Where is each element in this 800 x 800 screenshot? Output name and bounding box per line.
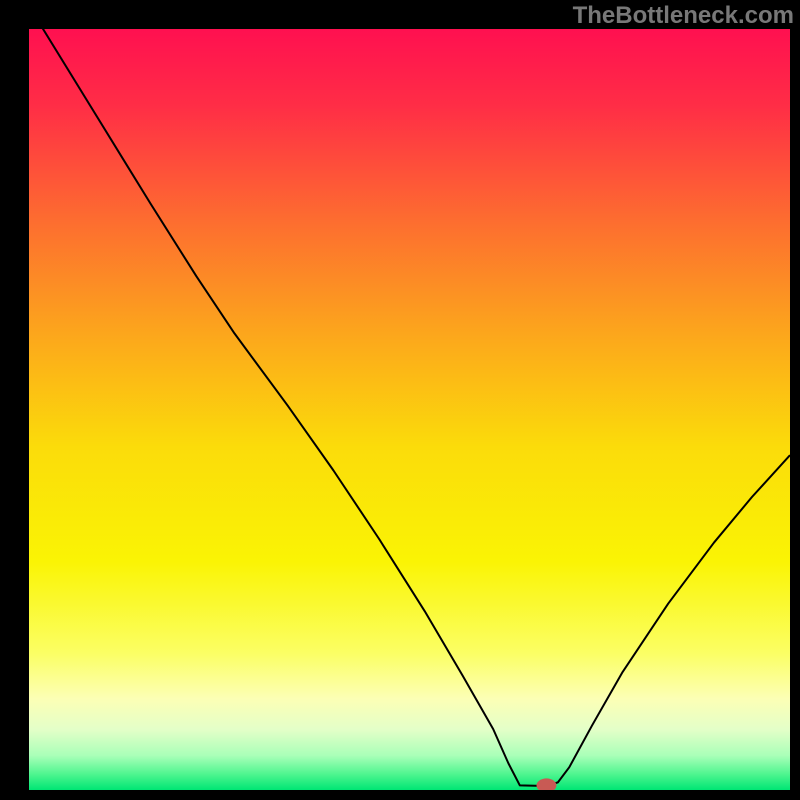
gradient-background bbox=[29, 29, 790, 790]
chart-frame: TheBottleneck.com bbox=[0, 0, 800, 800]
bottleneck-chart bbox=[0, 0, 800, 800]
watermark-text: TheBottleneck.com bbox=[573, 2, 794, 30]
